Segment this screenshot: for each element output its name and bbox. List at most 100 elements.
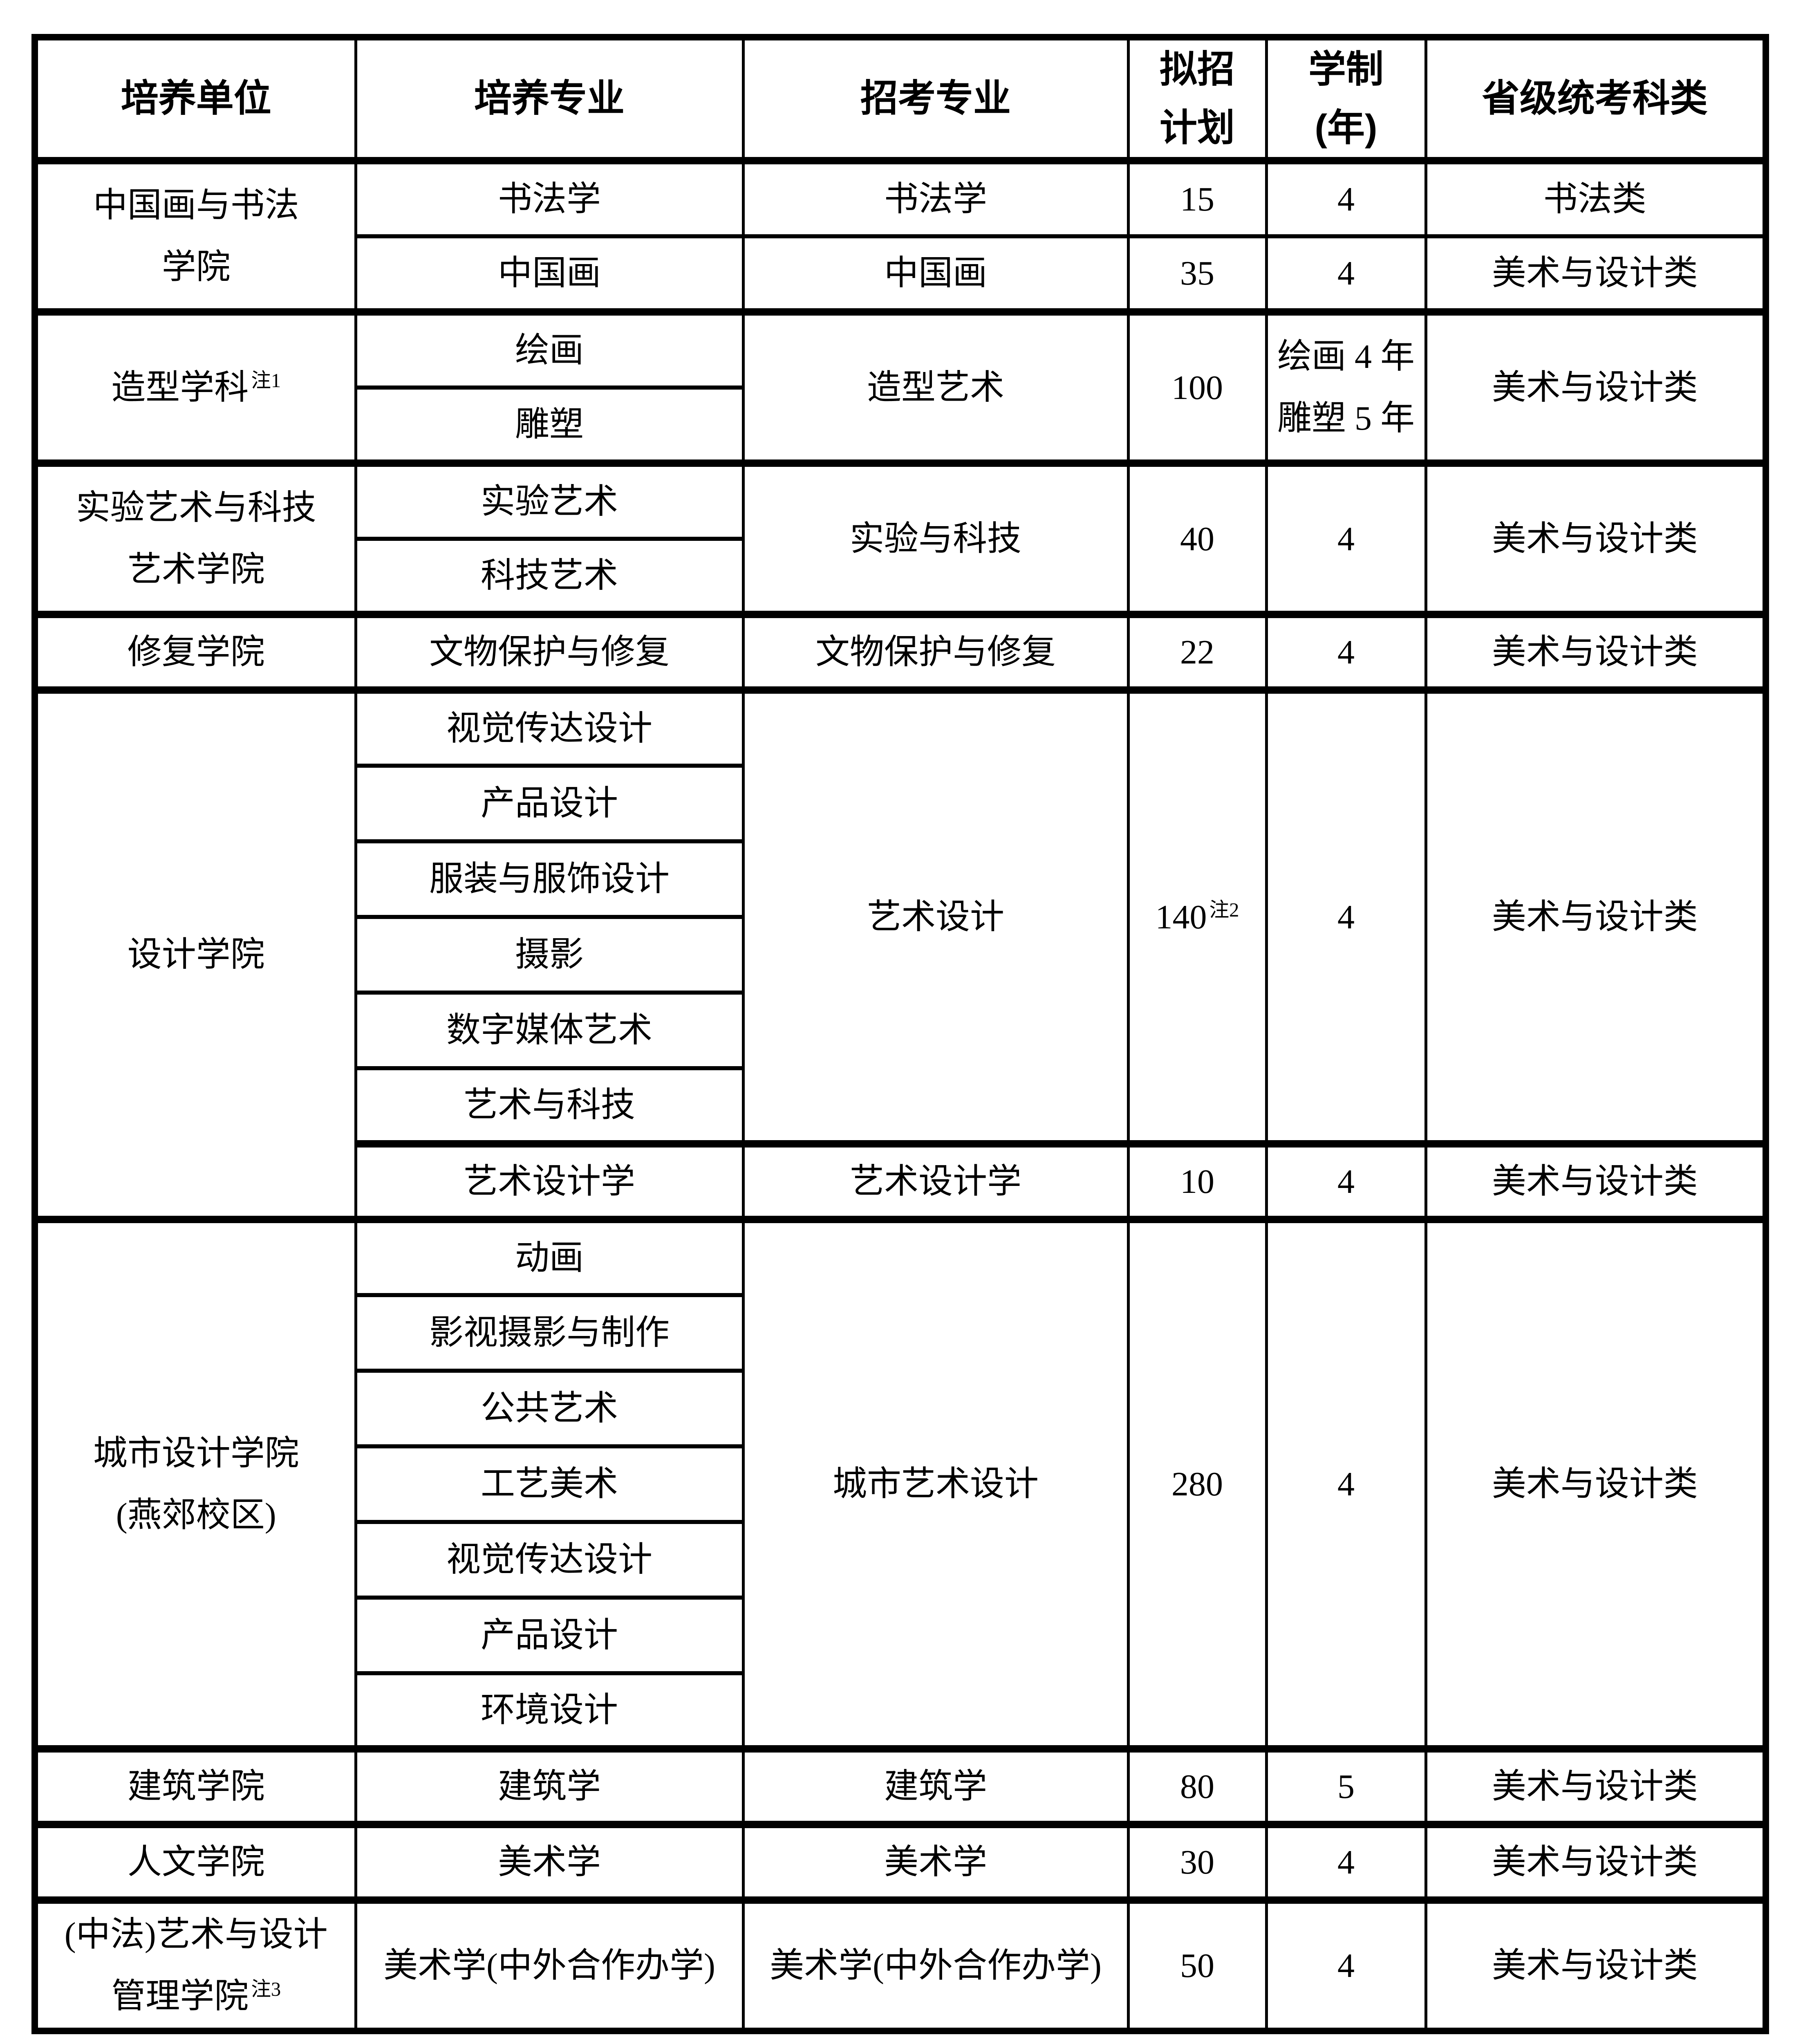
quota-value: 30 — [1180, 1843, 1214, 1882]
category-cell: 美术与设计类 — [1424, 308, 1767, 466]
quota-value: 15 — [1180, 180, 1214, 219]
exam-cell: 造型艺术 — [741, 308, 1130, 466]
quota-cell: 10 — [1127, 1140, 1268, 1222]
major-name: 数字媒体艺术 — [446, 1011, 652, 1050]
major-cell: 艺术设计学 — [354, 1140, 745, 1222]
quota-cell: 80 — [1127, 1745, 1268, 1827]
major-name: 美术学(中外合作办学) — [383, 1946, 715, 1985]
major-name: 产品设计 — [480, 1616, 618, 1655]
table-row: 设计学院 视觉传达设计 艺术设计 140 注2 4 美术与设计类 — [33, 686, 1767, 1222]
exam-cell: 文物保护与修复 — [741, 611, 1130, 693]
major-name: 公共艺术 — [480, 1390, 618, 1428]
category-value: 书法类 — [1543, 180, 1646, 219]
major-name: 中国画 — [497, 254, 601, 293]
major-name: 视觉传达设计 — [446, 710, 652, 748]
table-row: 建筑学院 建筑学 建筑学 80 5 美术与设计类 — [33, 1745, 1767, 1827]
table-row: 公共艺术 — [35, 1369, 1766, 1449]
years-value: 4 — [1337, 1946, 1355, 1985]
years-cell: 4 — [1265, 686, 1427, 1146]
table-row: 雕塑 — [35, 385, 1766, 466]
table-row: 科技艺术 — [35, 537, 1766, 617]
major-name: 摄影 — [515, 936, 584, 974]
exam-name: 实验与科技 — [849, 520, 1021, 558]
table-row: 环境设计 — [35, 1671, 1766, 1751]
footnote-ref-1: 注1 — [251, 369, 281, 392]
table-row: 修复学院 文物保护与修复 文物保护与修复 22 4 美术与设计类 — [33, 611, 1767, 693]
years-cell: 绘画 4 年 雕塑 5 年 — [1265, 308, 1427, 466]
major-name: 科技艺术 — [480, 557, 618, 595]
major-cell: 书法学 — [354, 157, 745, 239]
major-cell: 艺术与科技 — [354, 1066, 745, 1146]
table-row: 产品设计 — [35, 1596, 1766, 1676]
college-name: 造型学科 — [111, 368, 249, 407]
major-cell: 产品设计 — [354, 1596, 745, 1676]
years-cell: 4 — [1265, 459, 1427, 617]
quota-cell: 30 — [1127, 1821, 1268, 1903]
table-row: 工艺美术 — [35, 1444, 1766, 1524]
major-name: 工艺美术 — [480, 1465, 618, 1504]
category-value: 美术与设计类 — [1492, 1465, 1698, 1504]
college-name: 人文学院 — [127, 1843, 265, 1882]
major-name: 产品设计 — [480, 784, 618, 823]
college-cell: 中国画与书法 学院 — [33, 157, 357, 314]
major-name: 书法学 — [497, 180, 601, 219]
quota-cell: 40 — [1127, 459, 1268, 617]
quota-cell: 35 — [1127, 234, 1268, 314]
footnote-ref-2: 注2 — [1209, 899, 1239, 921]
quota-cell: 50 — [1127, 1896, 1268, 2033]
header-category-label: 省级统考科类 — [1482, 78, 1708, 120]
major-cell: 视觉传达设计 — [354, 1520, 745, 1600]
college-cell: 实验艺术与科技 艺术学院 — [33, 459, 357, 617]
header-years: 学制 (年) — [1265, 35, 1427, 163]
quota-value: 280 — [1171, 1465, 1223, 1504]
category-value: 美术与设计类 — [1492, 254, 1698, 293]
major-name: 文物保护与修复 — [429, 633, 670, 672]
major-cell: 服装与服饰设计 — [354, 839, 745, 919]
years-value: 4 — [1337, 633, 1355, 672]
table-row: 中国画 中国画 35 4 美术与设计类 — [35, 234, 1767, 314]
category-value: 美术与设计类 — [1492, 898, 1698, 936]
header-college: 培养单位 — [33, 35, 357, 163]
exam-cell: 艺术设计学 — [741, 1140, 1130, 1222]
years-cell: 5 — [1265, 1745, 1427, 1827]
exam-name: 艺术设计 — [867, 898, 1004, 936]
table-row: 摄影 — [35, 915, 1766, 995]
major-name: 美术学 — [497, 1843, 601, 1882]
header-quota: 拟招 计划 — [1127, 35, 1268, 163]
admission-plan-table: 培养单位 培养专业 招考专业 拟招 计划 学制 (年) 省级统考科类 中国画与书… — [31, 34, 1769, 2034]
exam-cell: 美术学(中外合作办学) — [741, 1896, 1130, 2033]
category-cell: 美术与设计类 — [1424, 611, 1767, 693]
table-row: 产品设计 — [35, 764, 1766, 844]
college-cell: 人文学院 — [33, 1821, 357, 1903]
years-value: 5 — [1337, 1768, 1355, 1806]
years-cell: 4 — [1265, 1896, 1427, 2033]
exam-name: 书法学 — [884, 180, 987, 219]
major-cell: 雕塑 — [354, 385, 745, 466]
category-cell: 美术与设计类 — [1424, 459, 1767, 617]
header-college-label: 培养单位 — [121, 78, 271, 120]
exam-cell: 书法学 — [741, 157, 1130, 239]
major-cell: 视觉传达设计 — [354, 686, 745, 768]
major-cell: 文物保护与修复 — [354, 611, 745, 693]
quota-value: 40 — [1180, 520, 1214, 558]
college-name: 修复学院 — [127, 633, 265, 672]
college-name: 中国画与书法 学院 — [93, 186, 299, 287]
quota-cell: 140 注2 — [1127, 686, 1268, 1146]
quota-value: 35 — [1180, 254, 1214, 293]
table-row: 人文学院 美术学 美术学 30 4 美术与设计类 — [33, 1821, 1767, 1903]
table-row: 数字媒体艺术 — [35, 991, 1766, 1071]
years-cell: 4 — [1265, 234, 1427, 314]
exam-name: 城市艺术设计 — [832, 1465, 1039, 1504]
major-name: 雕塑 — [515, 406, 584, 444]
major-cell: 建筑学 — [354, 1745, 745, 1827]
table-row: 艺术与科技 — [35, 1066, 1766, 1146]
category-cell: 美术与设计类 — [1424, 686, 1767, 1146]
major-cell: 美术学 — [354, 1821, 745, 1903]
major-name: 艺术与科技 — [463, 1086, 635, 1125]
major-cell: 科技艺术 — [354, 537, 745, 617]
major-name: 动画 — [515, 1239, 584, 1278]
years-value: 绘画 4 年 雕塑 5 年 — [1277, 338, 1415, 438]
category-cell: 美术与设计类 — [1424, 234, 1767, 314]
years-value: 4 — [1337, 1465, 1355, 1504]
major-cell: 动画 — [354, 1216, 745, 1298]
